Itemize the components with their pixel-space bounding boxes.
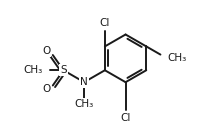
Text: Cl: Cl: [120, 113, 131, 123]
Text: Cl: Cl: [100, 18, 110, 28]
Text: CH₃: CH₃: [167, 53, 186, 63]
Text: O: O: [42, 46, 50, 56]
Text: CH₃: CH₃: [75, 99, 94, 109]
Text: O: O: [42, 84, 50, 94]
Text: N: N: [80, 77, 88, 87]
Text: S: S: [60, 65, 67, 75]
Text: CH₃: CH₃: [23, 65, 42, 75]
